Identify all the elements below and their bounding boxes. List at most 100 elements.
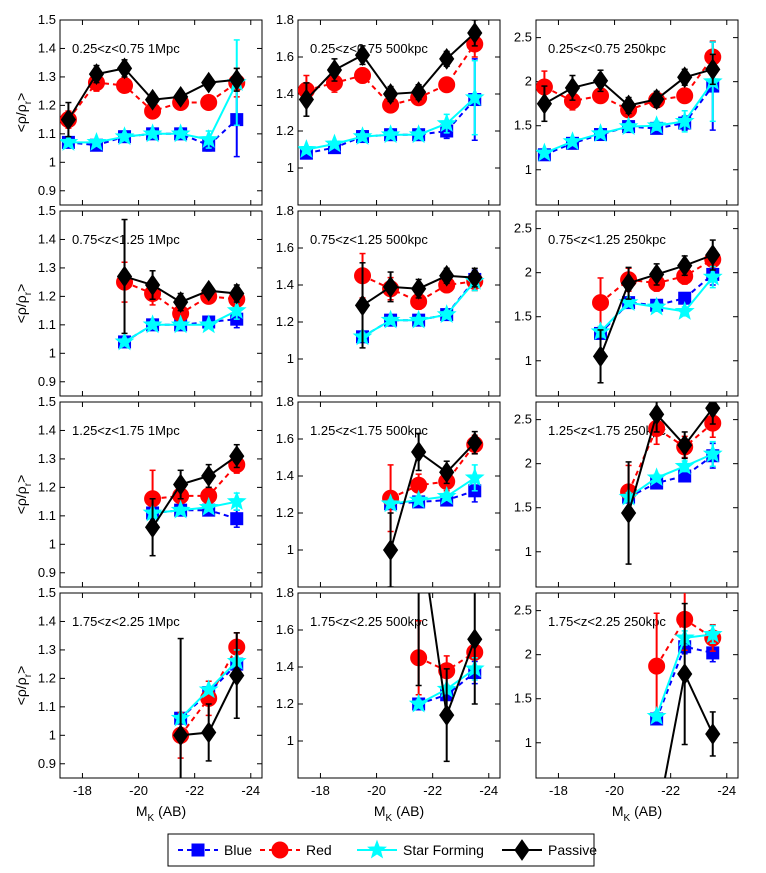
data-point bbox=[648, 657, 666, 675]
panel-frame bbox=[59, 592, 263, 779]
y-tick-label: 0.9 bbox=[38, 183, 56, 198]
panel-r2-c3: 1 1.5 2 2.5 0.75<z<1.25 250kpc bbox=[514, 210, 739, 397]
panel-title: 1.75<z<2.25 1Mpc bbox=[72, 614, 180, 629]
data-point bbox=[646, 296, 667, 316]
x-tick-label: -18 bbox=[549, 783, 568, 798]
y-tick-label: 1.2 bbox=[38, 288, 56, 303]
panel-data bbox=[170, 632, 247, 778]
legend-label: Passive bbox=[548, 842, 597, 858]
data-point bbox=[382, 539, 399, 561]
y-tick-label: 1.4 bbox=[276, 86, 294, 101]
x-tick-label: -22 bbox=[423, 783, 442, 798]
y-tick-label: 1.8 bbox=[276, 203, 294, 218]
legend-item-blue: Blue bbox=[178, 842, 252, 858]
data-point bbox=[114, 126, 135, 146]
y-tick-label: 1 bbox=[525, 162, 532, 177]
data-point bbox=[618, 116, 639, 136]
data-point bbox=[676, 87, 694, 105]
data-point bbox=[705, 402, 721, 420]
series-passive bbox=[382, 430, 483, 587]
data-point bbox=[467, 431, 483, 454]
data-point bbox=[170, 123, 191, 143]
data-point bbox=[674, 455, 695, 475]
panel-data bbox=[142, 443, 247, 557]
y-tick-label: 1 bbox=[525, 353, 532, 368]
y-tick-label: 1.3 bbox=[38, 260, 56, 275]
y-tick-label: 2 bbox=[525, 456, 532, 471]
data-point bbox=[536, 142, 555, 162]
series-passive bbox=[592, 239, 721, 384]
data-point bbox=[380, 124, 401, 144]
y-tick-label: 1.1 bbox=[38, 508, 56, 523]
panel-data bbox=[380, 430, 485, 587]
data-point bbox=[702, 623, 723, 643]
y-tick-label: 1.5 bbox=[514, 118, 532, 133]
x-tick-label: -22 bbox=[661, 783, 680, 798]
y-tick-label: 1.5 bbox=[38, 12, 56, 27]
series-sf bbox=[142, 491, 247, 522]
legend-item-sf: Star Forming bbox=[357, 839, 484, 859]
series-passive bbox=[415, 593, 483, 763]
data-point bbox=[536, 92, 553, 115]
panel-frame bbox=[59, 401, 263, 588]
data-point bbox=[144, 516, 161, 539]
panel-title: 0.25<z<0.75 500kpc bbox=[310, 41, 428, 56]
y-tick-label: 1.5 bbox=[514, 500, 532, 515]
data-point bbox=[592, 294, 610, 312]
y-tick-label: 1.4 bbox=[38, 40, 56, 55]
series-line bbox=[362, 274, 475, 303]
panel-title: 0.75<z<1.25 250kpc bbox=[548, 232, 666, 247]
data-point bbox=[200, 94, 218, 112]
data-point bbox=[382, 83, 399, 105]
y-tick-label: 2 bbox=[525, 74, 532, 89]
legend-label: Star Forming bbox=[403, 842, 484, 858]
series-sf bbox=[536, 41, 723, 162]
data-point bbox=[170, 499, 191, 519]
data-point bbox=[464, 467, 485, 487]
data-point bbox=[382, 275, 399, 298]
data-point bbox=[170, 314, 191, 334]
panel-title: 0.25<z<0.75 250kpc bbox=[548, 41, 666, 56]
data-point bbox=[380, 309, 401, 329]
data-point bbox=[226, 300, 247, 320]
x-tick-label: -22 bbox=[185, 783, 204, 798]
series-passive bbox=[298, 20, 483, 117]
series-passive bbox=[173, 632, 245, 778]
y-tick-label: 1.2 bbox=[276, 314, 294, 329]
panel-frame bbox=[59, 19, 263, 206]
series-passive bbox=[354, 262, 483, 349]
data-point bbox=[702, 266, 723, 286]
series-line bbox=[627, 422, 714, 493]
y-tick-label: 1.8 bbox=[276, 585, 294, 600]
data-point bbox=[436, 113, 457, 133]
series-line bbox=[628, 453, 714, 498]
y-axis-label: <ρ/ρr> bbox=[13, 93, 34, 133]
data-point bbox=[198, 129, 219, 148]
data-point bbox=[60, 131, 79, 151]
y-tick-label: 1 bbox=[287, 351, 294, 366]
data-point bbox=[464, 87, 485, 107]
data-point bbox=[326, 59, 343, 81]
data-point bbox=[646, 705, 667, 725]
y-tick-label: 1.5 bbox=[38, 203, 56, 218]
data-point bbox=[142, 314, 163, 334]
y-tick-label: 1 bbox=[287, 160, 294, 175]
data-point bbox=[60, 108, 77, 131]
y-tick-label: 1.2 bbox=[276, 123, 294, 138]
y-tick-label: 1.3 bbox=[38, 69, 56, 84]
panel-title: 1.75<z<2.25 500kpc bbox=[310, 614, 428, 629]
data-point bbox=[439, 264, 455, 287]
legend: Blue Red Star Forming Passive bbox=[167, 833, 597, 867]
legend-marker bbox=[191, 843, 205, 857]
data-point bbox=[173, 291, 189, 313]
y-tick-label: 2.5 bbox=[514, 30, 532, 45]
panel-r2-c2: 1 1.2 1.4 1.6 1.8 0.75<z<1.25 500kpc bbox=[276, 203, 501, 397]
panel-data bbox=[590, 239, 723, 384]
x-tick-label: -20 bbox=[605, 783, 624, 798]
y-tick-label: 1.6 bbox=[276, 240, 294, 255]
y-tick-label: 1.1 bbox=[38, 317, 56, 332]
y-tick-label: 1.2 bbox=[38, 670, 56, 685]
y-tick-label: 0.9 bbox=[38, 756, 56, 771]
panel-frame bbox=[297, 592, 501, 779]
data-point bbox=[705, 723, 721, 745]
